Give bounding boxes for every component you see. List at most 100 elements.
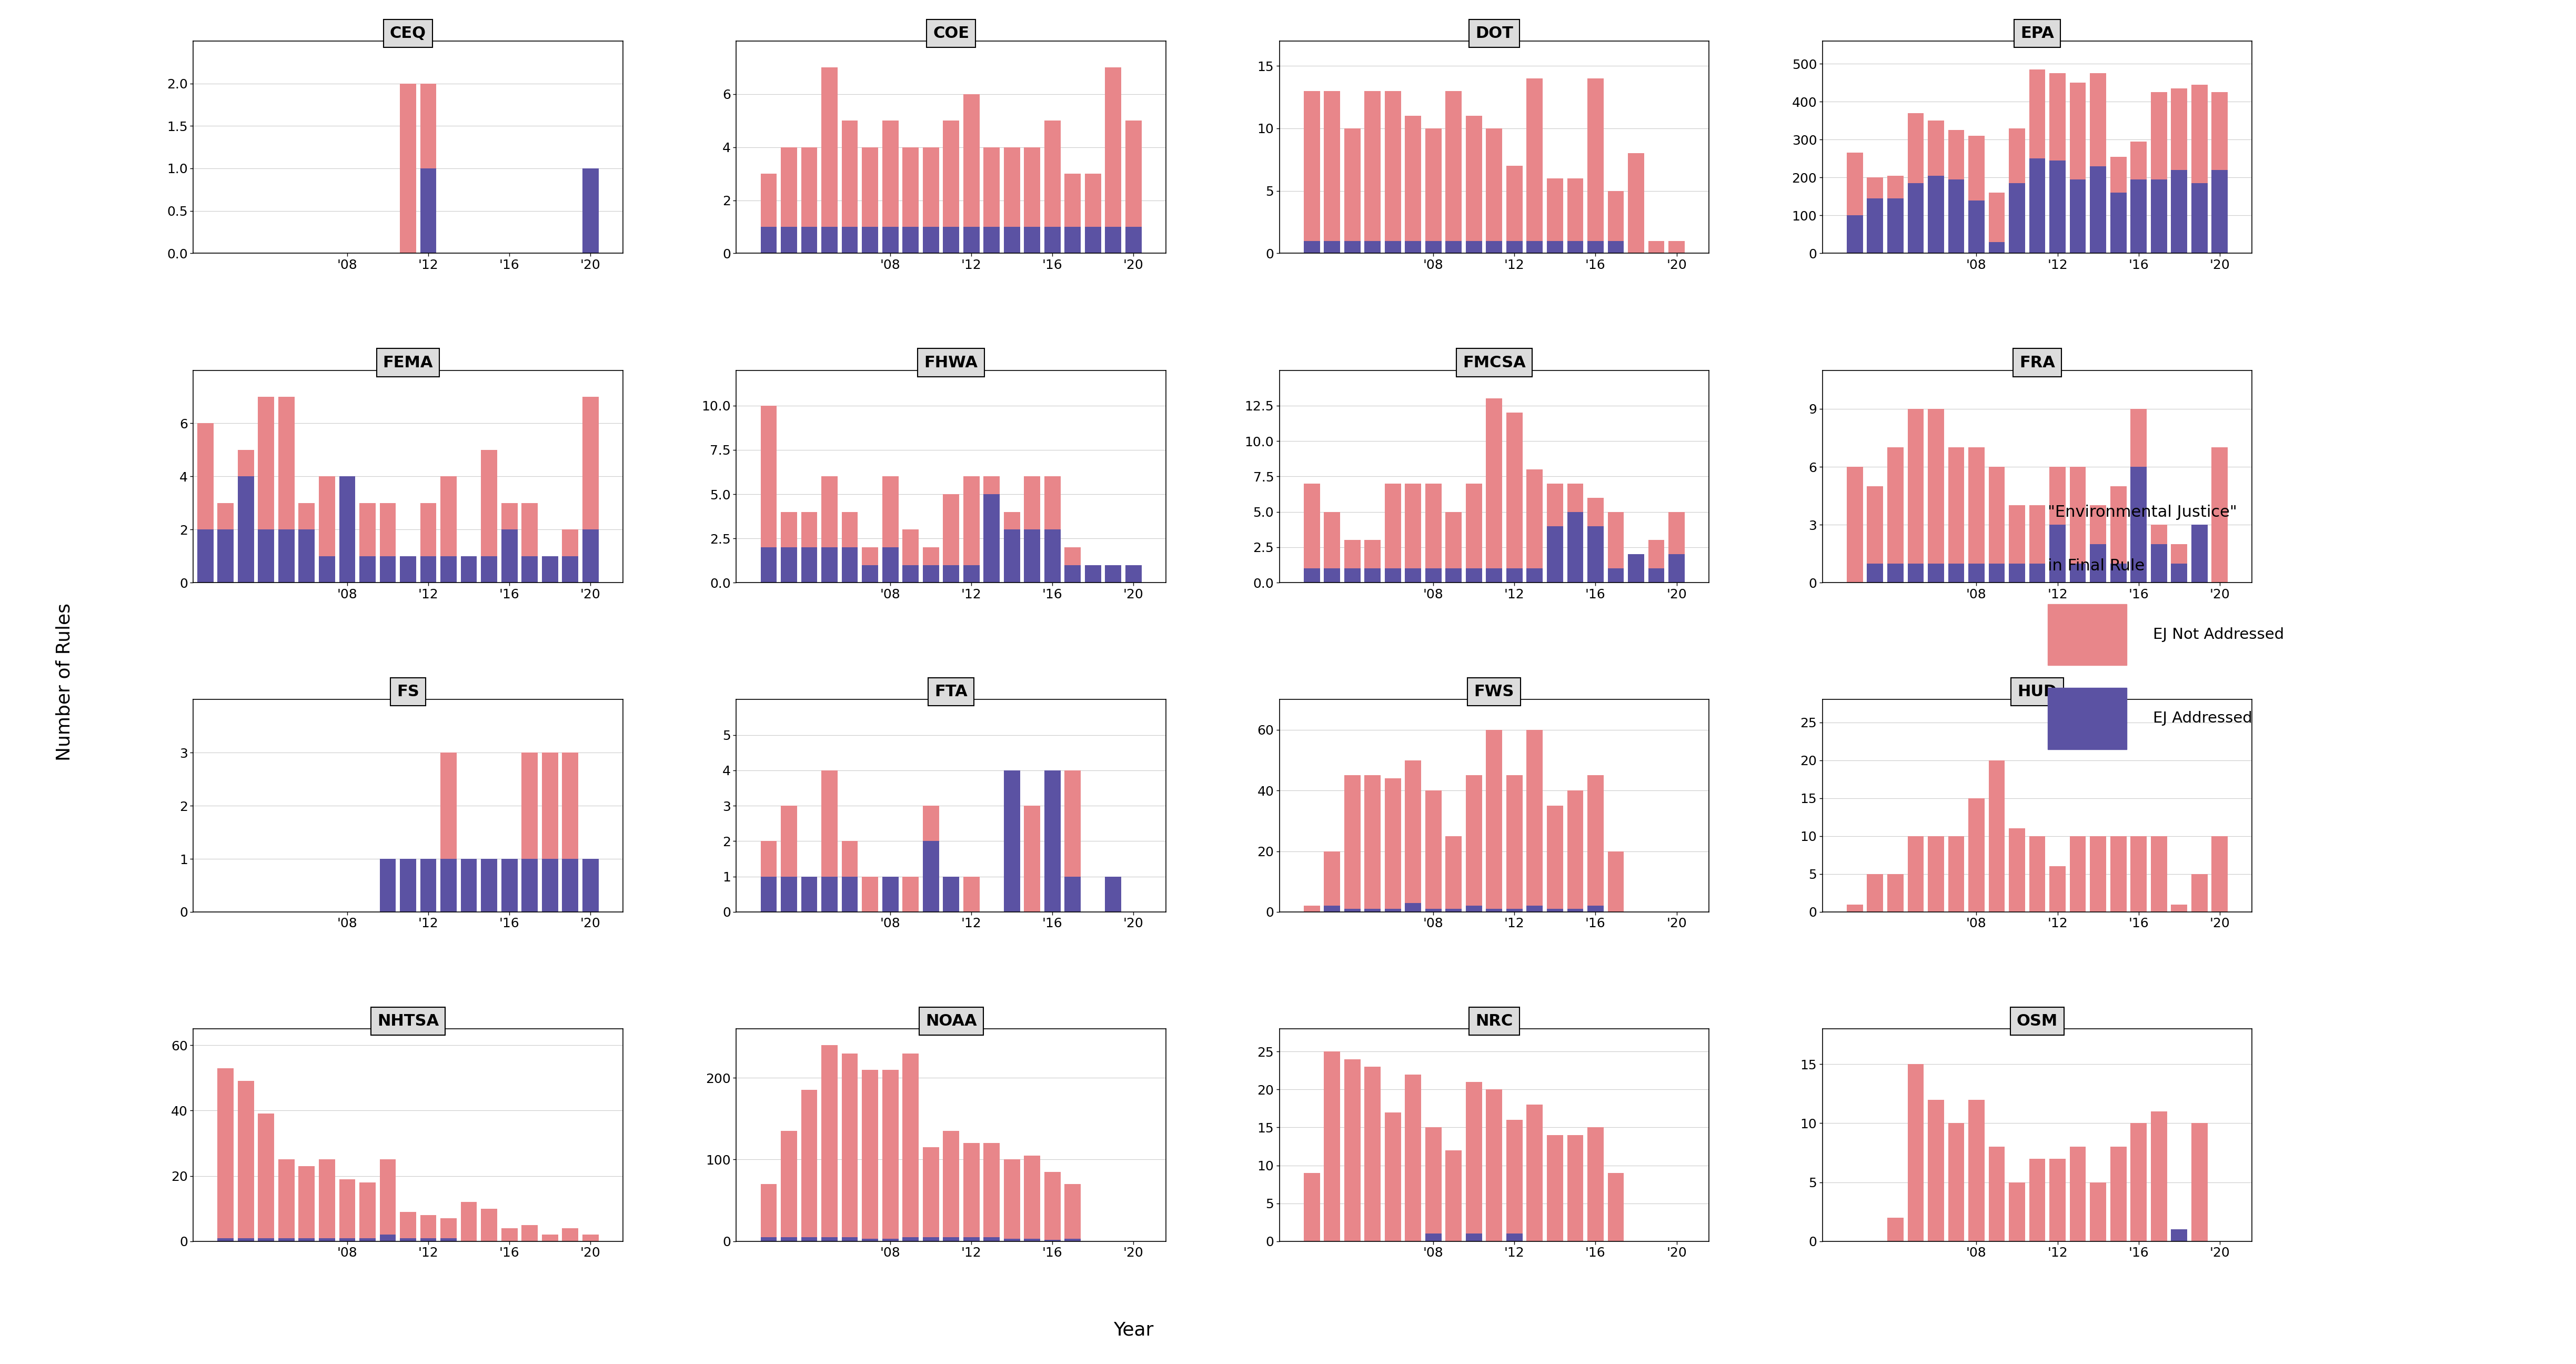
Bar	[461, 1202, 477, 1241]
Bar	[1909, 409, 1924, 563]
Bar	[1105, 67, 1121, 226]
Bar	[1947, 1123, 1965, 1241]
Bar	[1947, 447, 1965, 563]
Bar	[863, 565, 878, 582]
Bar	[379, 503, 397, 557]
Bar	[1888, 447, 1904, 563]
Bar	[963, 1237, 979, 1241]
Bar	[781, 226, 796, 254]
Bar	[2050, 74, 2066, 161]
Bar	[1466, 116, 1481, 241]
Bar	[258, 1239, 273, 1241]
Bar	[1909, 563, 1924, 582]
Title: FHWA: FHWA	[925, 355, 979, 370]
Bar	[2089, 506, 2107, 544]
Bar	[863, 147, 878, 226]
Bar	[1324, 906, 1340, 913]
Bar	[1566, 483, 1584, 512]
Bar	[1466, 1233, 1481, 1241]
Bar	[922, 1147, 938, 1237]
Bar	[1546, 527, 1564, 582]
Bar	[361, 557, 376, 582]
Bar	[1064, 173, 1082, 226]
Bar	[863, 1069, 878, 1239]
Bar	[781, 147, 796, 226]
Bar	[520, 557, 538, 582]
Bar	[1466, 906, 1481, 913]
Bar	[2069, 836, 2087, 913]
Bar	[1927, 176, 1945, 254]
Bar	[379, 1234, 397, 1241]
Bar	[2030, 836, 2045, 913]
Bar	[1425, 569, 1443, 582]
Bar	[1528, 906, 1543, 913]
Text: Number of Rules: Number of Rules	[57, 603, 72, 761]
Bar	[801, 512, 817, 547]
Bar	[1868, 874, 1883, 913]
Bar	[1005, 1159, 1020, 1239]
Bar	[1566, 791, 1584, 908]
Bar	[1528, 569, 1543, 582]
Bar	[963, 877, 979, 913]
Text: in Final Rule: in Final Rule	[2048, 558, 2146, 573]
Bar	[801, 547, 817, 582]
Bar	[278, 1159, 294, 1239]
Bar	[1324, 851, 1340, 906]
Bar	[361, 1183, 376, 1239]
Bar	[1365, 775, 1381, 908]
Bar	[1345, 540, 1360, 569]
Text: EJ Not Addressed: EJ Not Addressed	[2154, 627, 2285, 642]
Bar	[1043, 120, 1061, 226]
Bar	[1386, 1112, 1401, 1241]
Bar	[2089, 74, 2107, 166]
Bar	[943, 565, 958, 582]
Bar	[440, 1239, 456, 1241]
Bar	[822, 476, 837, 547]
Bar	[1968, 136, 1984, 201]
Bar	[863, 877, 878, 913]
Bar	[1303, 569, 1319, 582]
Bar	[482, 1209, 497, 1241]
Bar	[1989, 466, 2004, 563]
Bar	[582, 397, 598, 529]
Bar	[1507, 1120, 1522, 1233]
Bar	[1466, 775, 1481, 906]
Bar	[1607, 569, 1623, 582]
Bar	[1386, 569, 1401, 582]
Bar	[1669, 241, 1685, 254]
Bar	[1607, 851, 1623, 913]
Bar	[1546, 241, 1564, 254]
Bar	[760, 173, 778, 226]
Bar	[420, 859, 435, 913]
Bar	[2151, 93, 2166, 180]
Bar	[1303, 906, 1319, 913]
Bar	[1566, 179, 1584, 241]
Bar	[801, 877, 817, 913]
Bar	[1404, 116, 1422, 241]
Title: FMCSA: FMCSA	[1463, 355, 1525, 370]
Bar	[1909, 113, 1924, 183]
Bar	[1126, 226, 1141, 254]
Bar	[1847, 153, 1862, 216]
Bar	[902, 529, 920, 565]
Bar	[1507, 1233, 1522, 1241]
Bar	[319, 557, 335, 582]
Bar	[781, 877, 796, 913]
Bar	[2048, 687, 2128, 749]
Bar	[1425, 1128, 1443, 1233]
Bar	[1947, 563, 1965, 582]
Bar	[2172, 89, 2187, 170]
Bar	[2130, 142, 2146, 180]
Bar	[1507, 908, 1522, 913]
Bar	[1888, 1218, 1904, 1241]
Bar	[781, 806, 796, 877]
Bar	[216, 529, 234, 582]
Bar	[1587, 775, 1605, 906]
Title: NHTSA: NHTSA	[376, 1013, 438, 1028]
Bar	[2009, 183, 2025, 254]
Bar	[760, 405, 778, 547]
Bar	[2110, 157, 2125, 192]
Bar	[822, 226, 837, 254]
Bar	[440, 557, 456, 582]
Bar	[1528, 730, 1543, 906]
